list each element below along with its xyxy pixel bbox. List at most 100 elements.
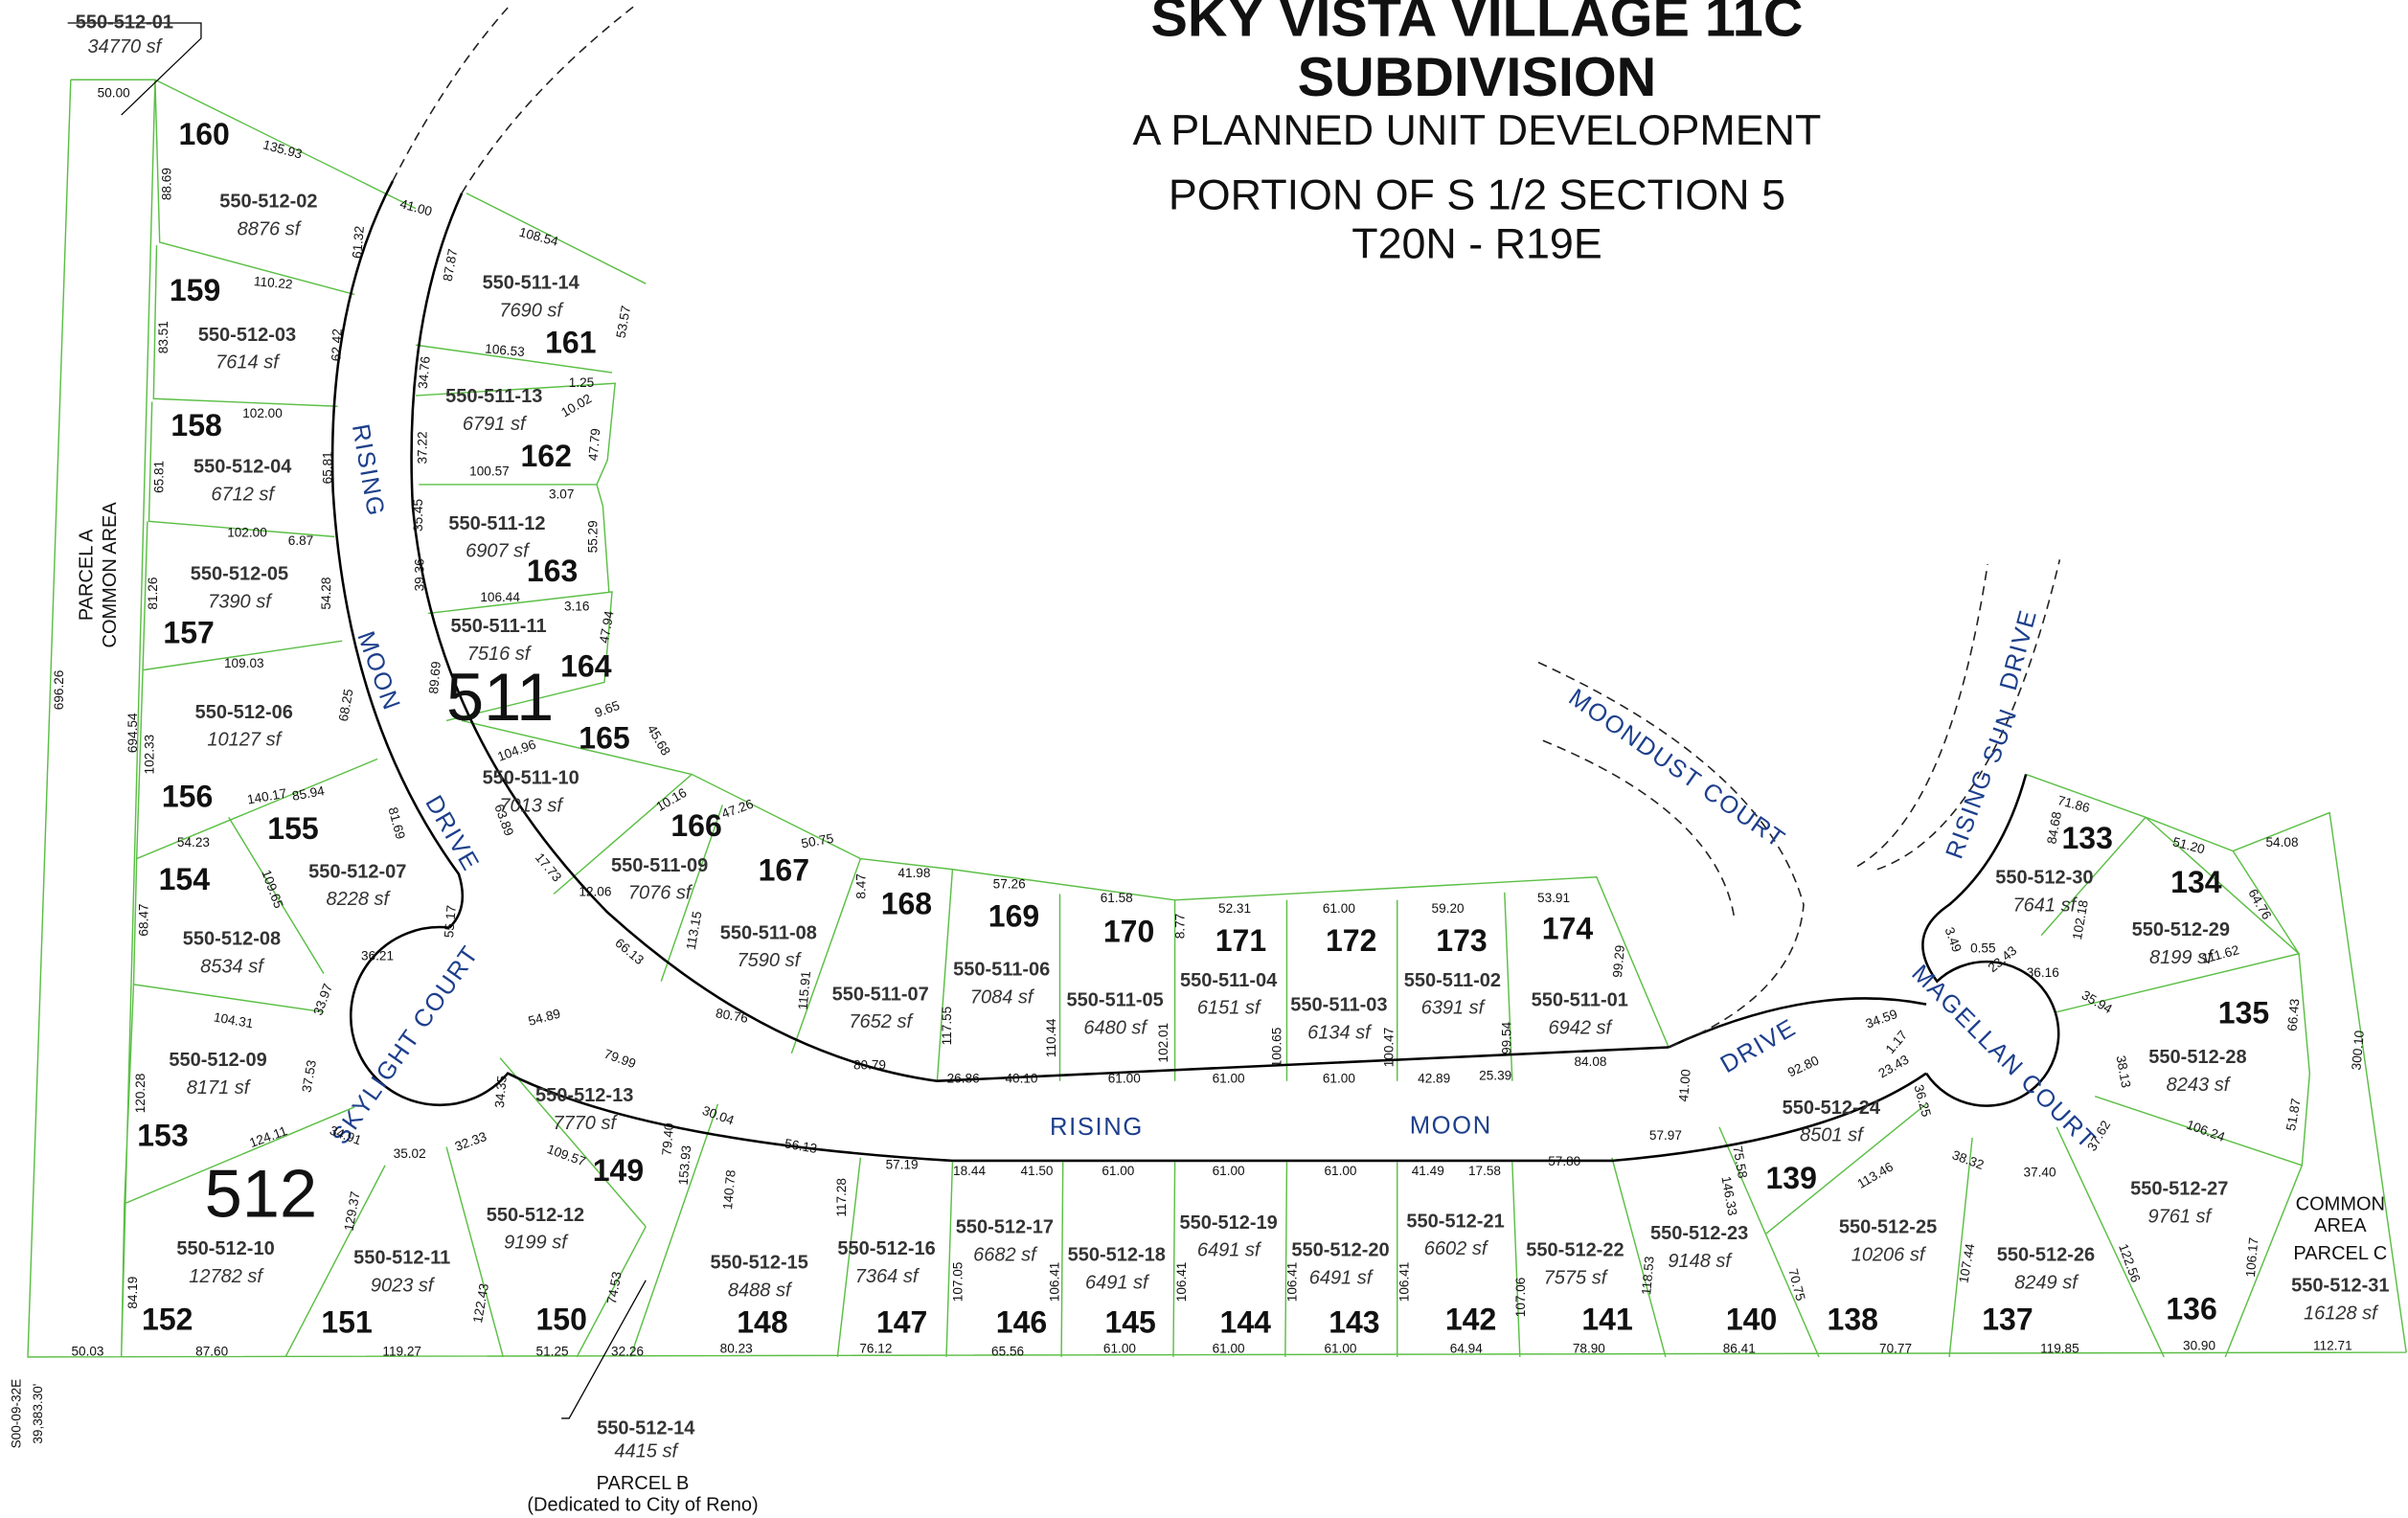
dimension-label: 0.55: [1970, 941, 1995, 956]
dimension-label: 26.86: [947, 1072, 980, 1086]
lot-number: 158: [170, 408, 221, 442]
lot-apn: 550-511-13: [445, 386, 542, 407]
lot-area: 9199 sf: [504, 1233, 569, 1254]
parcel-note: (Dedicated to City of Reno): [527, 1494, 758, 1515]
lot-number: 168: [881, 887, 932, 921]
lot-apn: 550-512-17: [956, 1217, 1054, 1238]
lot-number: 162: [520, 439, 571, 473]
lot-area: 6791 sf: [463, 414, 528, 435]
dimension-label: 62.42: [329, 329, 344, 362]
lot-apn: 550-512-18: [1068, 1245, 1166, 1266]
street-name: RISING: [1941, 765, 1998, 863]
dimension-label: 112.71: [2313, 1338, 2352, 1352]
dimension-label: 47.79: [586, 428, 603, 462]
dimension-label: 106.41: [1284, 1262, 1299, 1303]
dimension-label: 54.23: [177, 835, 210, 850]
dimension-label: 57.97: [1649, 1128, 1682, 1143]
street-name: MOONDUST COURT: [1564, 684, 1790, 853]
dimension-label: 17.73: [533, 850, 564, 885]
lot-apn: 550-512-24: [1783, 1098, 1881, 1119]
dimension-label: 61.00: [1323, 1072, 1355, 1086]
lot-apn: 550-512-06: [195, 702, 293, 723]
parcel-apn: 550-512-14: [597, 1417, 695, 1439]
title-line: SUBDIVISION: [1298, 47, 1657, 108]
street-name: MOON: [352, 628, 405, 714]
dimension-label: 106.53: [485, 341, 526, 359]
lot-apn: 550-512-07: [308, 861, 406, 882]
lot-area: 7575 sf: [1544, 1268, 1609, 1289]
dimension-label: 61.00: [1102, 1164, 1134, 1178]
parcel-use: COMMON: [2296, 1194, 2385, 1215]
lot-area: 6602 sf: [1424, 1238, 1489, 1259]
dimension-label: 47.26: [719, 797, 755, 822]
lot-apn: 550-512-05: [191, 564, 288, 585]
lot-number: 141: [1581, 1303, 1632, 1337]
subtitle-line: PORTION OF S 1/2 SECTION 5: [1169, 170, 1785, 218]
lot-number: 171: [1215, 923, 1266, 958]
dimension-label: 1.25: [569, 375, 594, 390]
lot-apn: 550-511-02: [1404, 970, 1501, 991]
lot-number: 165: [579, 721, 629, 756]
lot-area: 8501 sf: [1800, 1125, 1865, 1146]
lot-apn: 550-512-11: [353, 1248, 450, 1269]
lot-area: 7690 sf: [499, 300, 564, 321]
lot-apn: 550-512-25: [1839, 1217, 1937, 1238]
lot-area: 8243 sf: [2167, 1075, 2232, 1096]
lot-number: 151: [321, 1305, 372, 1340]
lot-apn: 550-512-03: [198, 325, 296, 346]
dimension-label: 99.54: [1500, 1021, 1514, 1054]
lot-apn: 550-511-04: [1180, 970, 1278, 991]
lot-area: 6712 sf: [211, 484, 276, 505]
dimension-label: 41.00: [1676, 1068, 1693, 1102]
dimension-label: 25.39: [1479, 1069, 1511, 1083]
dimension-label: 61.00: [1213, 1072, 1245, 1086]
dimension-label: 42.89: [1418, 1072, 1450, 1086]
dimension-label: 61.00: [1324, 1341, 1356, 1355]
lot-number: 139: [1765, 1161, 1816, 1195]
dimension-label: 64.94: [1450, 1341, 1483, 1355]
dimension-label: 99.29: [1610, 944, 1627, 978]
dimension-label: 106.41: [1397, 1262, 1411, 1303]
lot-number: 161: [545, 326, 596, 360]
dimension-label: 102.00: [242, 406, 283, 420]
dimension-label: 106.41: [1047, 1262, 1061, 1303]
lot-number: 135: [2218, 995, 2269, 1030]
dimension-label: 38.32: [1950, 1147, 1986, 1172]
lot-number: 164: [560, 648, 612, 683]
dimension-label: 37.53: [299, 1059, 319, 1094]
lot-number: 153: [137, 1118, 188, 1152]
lot-apn: 550-511-12: [448, 513, 545, 534]
lot-apn: 550-511-11: [450, 616, 546, 637]
lot-area: 8171 sf: [187, 1077, 252, 1099]
dimension-label: 70.75: [1785, 1267, 1807, 1303]
lot-area: 8228 sf: [326, 889, 391, 910]
lot-area: 6942 sf: [1548, 1018, 1613, 1039]
lot-number: 174: [1542, 911, 1594, 945]
dimension-label: 61.00: [1213, 1164, 1245, 1178]
dimension-label: 89.69: [426, 661, 443, 694]
parcel-name: PARCEL A: [77, 529, 98, 621]
lot-area: 8534 sf: [200, 957, 265, 978]
dimension-label: 84.08: [1574, 1054, 1606, 1069]
dimension-label: 38.13: [2114, 1054, 2134, 1089]
lot-area: 6907 sf: [466, 541, 531, 562]
dimension-label: 40.10: [1005, 1072, 1037, 1086]
dimension-label: 10.02: [558, 391, 594, 419]
dimension-label: 47.94: [597, 609, 617, 645]
lot-number: 166: [670, 808, 721, 843]
lot-number: 160: [178, 117, 229, 151]
lot-number: 156: [162, 780, 213, 814]
lot-number: 163: [527, 554, 578, 588]
dimension-label: 300.10: [2349, 1030, 2367, 1071]
parcel-area: 4415 sf: [614, 1440, 679, 1461]
dimension-label: 55.29: [585, 520, 600, 553]
dimension-label: 113.15: [684, 910, 705, 951]
lot-apn: 550-512-21: [1406, 1211, 1504, 1232]
dimension-label: 119.85: [2040, 1341, 2079, 1355]
dimension-label: 57.19: [886, 1157, 919, 1171]
dimension-label: 39.36: [412, 558, 426, 591]
dimension-label: 32.33: [453, 1129, 488, 1154]
dimension-label: 81.69: [385, 805, 407, 841]
dimension-label: 53.91: [1537, 891, 1570, 905]
lot-area: 7076 sf: [628, 883, 693, 904]
